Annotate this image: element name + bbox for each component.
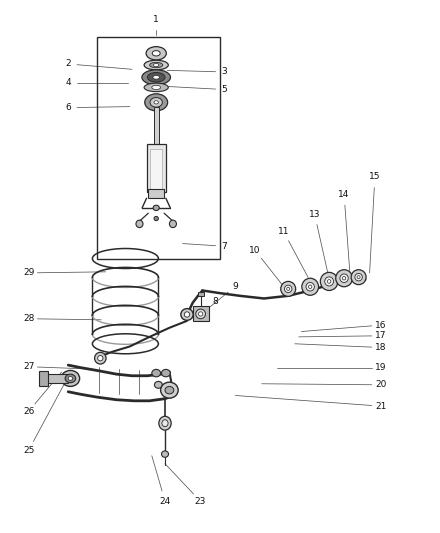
Bar	[148, 189, 164, 198]
Ellipse shape	[357, 276, 360, 279]
Text: 29: 29	[23, 269, 34, 277]
Text: 24: 24	[159, 497, 171, 505]
Ellipse shape	[184, 312, 190, 317]
Ellipse shape	[281, 281, 296, 296]
Ellipse shape	[287, 287, 290, 290]
Ellipse shape	[146, 47, 166, 60]
Ellipse shape	[161, 369, 170, 377]
Ellipse shape	[308, 285, 312, 288]
Text: 4: 4	[66, 78, 71, 87]
Text: 18: 18	[375, 343, 386, 352]
Text: 17: 17	[375, 332, 386, 340]
Ellipse shape	[144, 60, 168, 70]
Text: 25: 25	[23, 446, 34, 455]
Ellipse shape	[351, 270, 366, 285]
Ellipse shape	[154, 101, 158, 104]
Ellipse shape	[142, 70, 171, 85]
Ellipse shape	[153, 76, 160, 79]
Text: 7: 7	[221, 242, 227, 251]
Ellipse shape	[152, 85, 161, 90]
Ellipse shape	[196, 309, 205, 319]
Text: 21: 21	[375, 402, 386, 410]
Bar	[193, 306, 209, 321]
Bar	[198, 292, 204, 296]
Text: 9: 9	[232, 282, 238, 290]
Ellipse shape	[285, 285, 292, 293]
Ellipse shape	[150, 98, 162, 107]
Ellipse shape	[320, 272, 338, 290]
Text: 28: 28	[23, 314, 34, 323]
Ellipse shape	[159, 416, 171, 430]
Ellipse shape	[95, 352, 106, 364]
Text: 15: 15	[369, 173, 381, 181]
Ellipse shape	[327, 280, 331, 283]
Text: 23: 23	[194, 497, 206, 505]
Ellipse shape	[198, 312, 203, 316]
Text: 26: 26	[23, 407, 34, 416]
Ellipse shape	[152, 369, 161, 377]
Ellipse shape	[98, 356, 103, 361]
Text: 5: 5	[221, 85, 227, 94]
Ellipse shape	[342, 277, 346, 280]
Bar	[42, 374, 68, 383]
Bar	[97, 37, 220, 259]
Ellipse shape	[153, 205, 159, 211]
Ellipse shape	[150, 62, 163, 68]
Ellipse shape	[161, 382, 178, 398]
Ellipse shape	[154, 382, 162, 388]
Ellipse shape	[154, 63, 159, 67]
Ellipse shape	[165, 386, 174, 394]
Text: 3: 3	[221, 68, 227, 76]
Ellipse shape	[169, 220, 176, 228]
Ellipse shape	[154, 216, 158, 221]
Text: 8: 8	[213, 297, 219, 305]
Ellipse shape	[340, 274, 348, 282]
Text: 20: 20	[375, 381, 386, 389]
Ellipse shape	[152, 51, 160, 56]
Text: 6: 6	[65, 103, 71, 112]
Bar	[39, 371, 48, 386]
Ellipse shape	[302, 278, 319, 295]
Ellipse shape	[144, 83, 168, 92]
Ellipse shape	[65, 374, 76, 383]
Bar	[147, 144, 166, 192]
Text: 10: 10	[249, 246, 261, 255]
Ellipse shape	[325, 277, 334, 286]
Text: 13: 13	[309, 210, 320, 219]
Ellipse shape	[145, 94, 168, 111]
Bar	[154, 107, 159, 147]
Ellipse shape	[162, 420, 168, 426]
Ellipse shape	[181, 309, 193, 320]
Text: 11: 11	[278, 228, 290, 236]
Ellipse shape	[161, 451, 169, 457]
Text: 19: 19	[375, 364, 386, 372]
Ellipse shape	[336, 270, 352, 287]
Ellipse shape	[68, 376, 73, 381]
Text: 14: 14	[338, 190, 350, 199]
Ellipse shape	[136, 220, 143, 228]
Text: 16: 16	[375, 321, 386, 329]
Ellipse shape	[147, 72, 165, 82]
Ellipse shape	[306, 282, 315, 291]
Bar	[150, 149, 162, 189]
Text: 27: 27	[23, 362, 34, 371]
Ellipse shape	[61, 370, 80, 386]
Text: 1: 1	[153, 15, 159, 24]
Ellipse shape	[355, 273, 363, 281]
Text: 2: 2	[66, 60, 71, 68]
